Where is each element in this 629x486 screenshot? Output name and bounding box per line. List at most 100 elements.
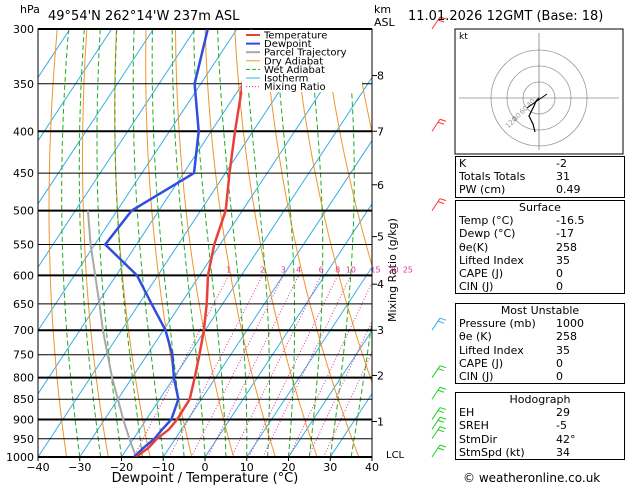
mu-row: CIN (J) 0 [459,369,563,383]
dewpoint-line [103,29,210,457]
wind-barb-flag [437,19,445,23]
pressure-tick-label: 900 [13,414,34,427]
x-tick-label: −20 [110,461,133,474]
wind-barb-staff [431,407,441,420]
wind-barb [431,407,447,420]
mixing-ratio-label: 4 [296,265,301,274]
isotherm-line [79,29,363,457]
pressure-tick-label: 950 [13,433,34,446]
hodograph-trace [528,97,540,133]
x-tick-label: 0 [202,461,209,474]
wind-barb-flag [439,386,447,390]
indices-table: K -2 Totals Totals 31 PW (cm) 0.49 [455,156,625,198]
lcl-label: LCL [386,450,405,461]
legend-label: Wet Adiabat [264,65,325,76]
km-label: km [374,3,391,16]
isotherm-line [38,29,321,457]
wind-barb-staff [431,426,441,440]
wind-barb-flag [439,407,447,411]
wind-barb [431,118,447,132]
hodograph-title: Hodograph [509,393,571,406]
isotherm-line [38,29,154,205]
wet-adiabat-line [308,29,324,457]
dry-adiabat-line [323,29,372,268]
wind-barb-staff [431,16,441,30]
x-tick-label: 20 [282,461,296,474]
wet-adiabat-line [96,29,122,457]
legend-label: Parcel Trajectory [264,48,347,59]
mixing-ratio-label: 6 [319,265,324,274]
pressure-tick-label: 700 [13,324,34,337]
pressure-tick-label: 450 [13,167,34,180]
surface-row: Dewp (°C) -17 [459,227,574,241]
km-tick-label: 8 [377,70,384,83]
pressure-tick-label: 750 [13,349,34,362]
wind-barbs [431,16,447,458]
plot-frame [37,28,373,458]
isobars [38,28,372,458]
km-tick-label: 5 [377,231,384,244]
wind-barb-flag [437,419,445,423]
index-row-k: K -2 [459,157,567,170]
mixing-ratio-line [307,320,372,457]
pressure-tick-label: 300 [13,23,34,36]
mixing-ratio-line [288,281,372,457]
wind-barb-flag [437,429,445,433]
surface-row: CIN (J) 0 [459,280,563,294]
pressure-tick-label: 550 [13,238,34,251]
legend-label: Temperature [263,31,327,42]
dry-adiabat-line [114,29,151,457]
hodograph-ring-label: 60 [518,104,530,116]
km-tick-label: 1 [377,416,384,429]
isotherm-line [288,329,372,457]
wind-barb [431,416,447,430]
mixing-ratio-line [323,351,372,457]
hodograph-table: Hodograph EH 29 SREH -5 StmDir 42° StmSpd (… [455,392,625,460]
x-tick-label: 40 [365,461,379,474]
x-tick-label: −10 [152,461,175,474]
pressure-tick-label: 400 [13,125,34,138]
legend-label: Dewpoint [264,39,312,50]
isotherm-line [38,29,280,395]
wet-adiabat-line [61,29,81,457]
isotherm-line [38,29,71,79]
wind-barb [431,365,447,378]
pressure-tick-label: 600 [13,269,34,282]
x-tick-label: −40 [26,461,49,474]
surface-row: θe(K) 258 [459,240,577,254]
km-tick-label: 3 [377,324,384,337]
x-tick-label: −30 [68,461,91,474]
mixing-ratio-line [190,275,284,457]
pressure-tick-label: 350 [13,78,34,91]
wind-barb-staff [431,386,441,400]
isotherm-line [162,139,372,457]
most-unstable-table: Most Unstable Pressure (mb) 1000 θe (K) 25… [455,303,625,385]
isotherm-line [38,29,238,332]
wet-adiabat-line [217,29,248,457]
hodograph-ring-label: 80 [511,111,523,123]
wind-barb-flag [439,365,447,369]
wind-barb [431,444,447,458]
wind-barb-flag [439,16,447,20]
wind-barb-flag [439,317,447,321]
parcel-trajectory-line [86,210,138,457]
km-tick-label: 7 [377,125,384,138]
wind-barb-flag [437,410,445,414]
mixing-ratio-line [248,275,339,457]
km-tick-label: 6 [377,179,384,192]
isotherm-line [121,76,372,457]
mixing-ratio-axis-label: Mixing Ratio (g/kg) [386,218,399,322]
x-axis-label: Dewpoint / Temperature (°C) [112,471,299,486]
wind-barb [431,426,447,440]
wind-barb [431,317,447,331]
wind-barb [431,16,447,30]
mixing-ratio-label: 3 [281,265,286,274]
legend-box [242,30,362,92]
wind-barb-staff [431,118,441,132]
wind-barb-staff [431,365,441,378]
wind-barb-staff [431,317,441,331]
wind-barb-flag [437,447,445,451]
mu-row: θe (K) 258 [459,330,577,344]
mixing-ratio-label: 10 [346,265,356,274]
